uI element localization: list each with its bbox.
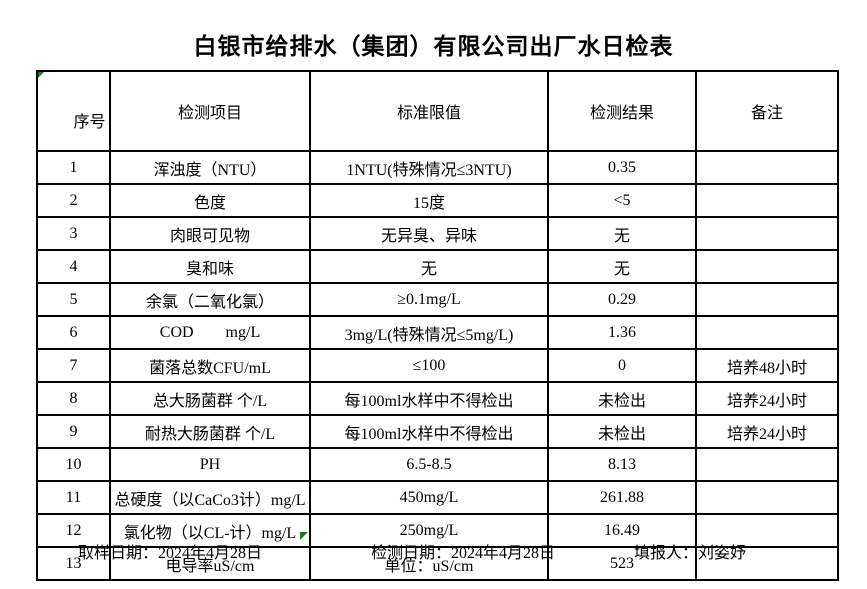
cell-result: <5 xyxy=(547,183,697,218)
cell-result: 523 xyxy=(547,546,697,581)
table-row: 12 氯化物（以CL-计）mg/L 250mg/L 16.49 xyxy=(36,513,839,548)
cell-result: 261.88 xyxy=(547,480,697,515)
table-row: 11 总硬度（以CaCo3计）mg/L 450mg/L 261.88 xyxy=(36,480,839,515)
cell-item: 浑浊度（NTU） xyxy=(109,150,311,185)
table-row: 4 臭和味 无 无 xyxy=(36,249,839,284)
cell-remark xyxy=(695,315,839,350)
cell-standard: 每100ml水样中不得检出 xyxy=(309,381,549,416)
sampling-date: 取样日期：2024年4月28日 xyxy=(78,545,263,562)
cell-remark xyxy=(695,216,839,251)
cell-item: 总硬度（以CaCo3计）mg/L xyxy=(109,480,311,515)
table-row: 3 肉眼可见物 无异臭、异味 无 xyxy=(36,216,839,251)
cell-seq: 11 xyxy=(36,480,111,515)
cell-item: 总大肠菌群 个/L xyxy=(109,381,311,416)
test-date: 检测日期：2024年4月28日 xyxy=(371,545,556,562)
cell-standard: 250mg/L xyxy=(309,513,549,548)
bottom-edge-marker-icon xyxy=(300,532,308,540)
cell-standard: 3mg/L(特殊情况≤5mg/L) xyxy=(309,315,549,350)
cell-seq: 2 xyxy=(36,183,111,218)
cell-result: 无 xyxy=(547,216,697,251)
table-row: 7 菌落总数CFU/mL ≤100 0 培养48小时 xyxy=(36,348,839,383)
cell-standard: 无异臭、异味 xyxy=(309,216,549,251)
cell-item: 氯化物（以CL-计）mg/L xyxy=(109,513,311,548)
cell-remark xyxy=(695,282,839,317)
header-result: 检测结果 xyxy=(547,70,697,152)
table-row: 13 电导率uS/cm 单位：uS/cm 523 xyxy=(36,546,839,581)
cell-result: 未检出 xyxy=(547,381,697,416)
cell-seq: 3 xyxy=(36,216,111,251)
cell-seq: 10 xyxy=(36,447,111,482)
cell-result: 无 xyxy=(547,249,697,284)
table-row: 2 色度 15度 <5 xyxy=(36,183,839,218)
table-row: 1 浑浊度（NTU） 1NTU(特殊情况≤3NTU) 0.35 xyxy=(36,150,839,185)
reporter-name: 填报人：刘姿妤 xyxy=(634,545,747,562)
cell-seq: 4 xyxy=(36,249,111,284)
header-standard: 标准限值 xyxy=(309,70,549,152)
cell-standard: 每100ml水样中不得检出 xyxy=(309,414,549,449)
header-seq-label: 序号 xyxy=(73,114,106,131)
cell-result: 1.36 xyxy=(547,315,697,350)
cell-standard: 单位：uS/cm xyxy=(309,546,549,581)
table-row: 5 余氯（二氧化氯） ≥0.1mg/L 0.29 xyxy=(36,282,839,317)
cell-result: 8.13 xyxy=(547,447,697,482)
cell-seq: 5 xyxy=(36,282,111,317)
cell-result: 0 xyxy=(547,348,697,383)
cell-item: 臭和味 xyxy=(109,249,311,284)
page-title: 白银市给排水（集团）有限公司出厂水日检表 xyxy=(193,34,674,59)
cell-item: 色度 xyxy=(109,183,311,218)
cell-remark xyxy=(695,546,839,581)
cell-seq: 8 xyxy=(36,381,111,416)
water-quality-table: 序号 检测项目 标准限值 检测结果 备注 1 浑浊度（NTU） 1NTU(特殊情… xyxy=(36,70,839,581)
cell-corner-marker-icon xyxy=(39,73,44,78)
table-row: 9 耐热大肠菌群 个/L 每100ml水样中不得检出 未检出 培养24小时 xyxy=(36,414,839,449)
table-row: 6 COD mg/L 3mg/L(特殊情况≤5mg/L) 1.36 xyxy=(36,315,839,350)
cell-seq: 6 xyxy=(36,315,111,350)
cell-seq: 9 xyxy=(36,414,111,449)
table-row: 8 总大肠菌群 个/L 每100ml水样中不得检出 未检出 培养24小时 xyxy=(36,381,839,416)
cell-remark xyxy=(695,513,839,548)
cell-item: 电导率uS/cm xyxy=(109,546,311,581)
cell-result: 16.49 xyxy=(547,513,697,548)
cell-standard: 1NTU(特殊情况≤3NTU) xyxy=(309,150,549,185)
cell-item: 肉眼可见物 xyxy=(109,216,311,251)
cell-standard: 15度 xyxy=(309,183,549,218)
cell-remark xyxy=(695,447,839,482)
cell-result: 0.29 xyxy=(547,282,697,317)
cell-remark: 培养48小时 xyxy=(695,348,839,383)
cell-remark xyxy=(695,150,839,185)
cell-standard: ≤100 xyxy=(309,348,549,383)
cell-seq: 12 xyxy=(36,513,111,548)
footer: 取样日期：2024年4月28日 检测日期：2024年4月28日 填报人：刘姿妤 xyxy=(0,539,867,562)
cell-remark xyxy=(695,249,839,284)
cell-remark: 培养24小时 xyxy=(695,414,839,449)
cell-standard: 6.5-8.5 xyxy=(309,447,549,482)
cell-standard: 450mg/L xyxy=(309,480,549,515)
cell-remark xyxy=(695,183,839,218)
cell-item: 余氯（二氧化氯） xyxy=(109,282,311,317)
header-row: 序号 检测项目 标准限值 检测结果 备注 xyxy=(36,70,839,152)
table-row: 10 PH 6.5-8.5 8.13 xyxy=(36,447,839,482)
cell-standard: ≥0.1mg/L xyxy=(309,282,549,317)
cell-seq: 1 xyxy=(36,150,111,185)
cell-item: 菌落总数CFU/mL xyxy=(109,348,311,383)
cell-seq: 7 xyxy=(36,348,111,383)
cell-standard: 无 xyxy=(309,249,549,284)
cell-item: COD mg/L xyxy=(109,315,311,350)
cell-item: PH xyxy=(109,447,311,482)
cell-remark: 培养24小时 xyxy=(695,381,839,416)
cell-item: 耐热大肠菌群 个/L xyxy=(109,414,311,449)
header-item: 检测项目 xyxy=(109,70,311,152)
cell-remark xyxy=(695,480,839,515)
cell-result: 0.35 xyxy=(547,150,697,185)
header-seq: 序号 xyxy=(36,70,111,152)
header-remark: 备注 xyxy=(695,70,839,152)
table-body: 1 浑浊度（NTU） 1NTU(特殊情况≤3NTU) 0.35 2 色度 15度… xyxy=(36,150,839,581)
cell-result: 未检出 xyxy=(547,414,697,449)
cell-seq: 13 xyxy=(36,546,111,581)
